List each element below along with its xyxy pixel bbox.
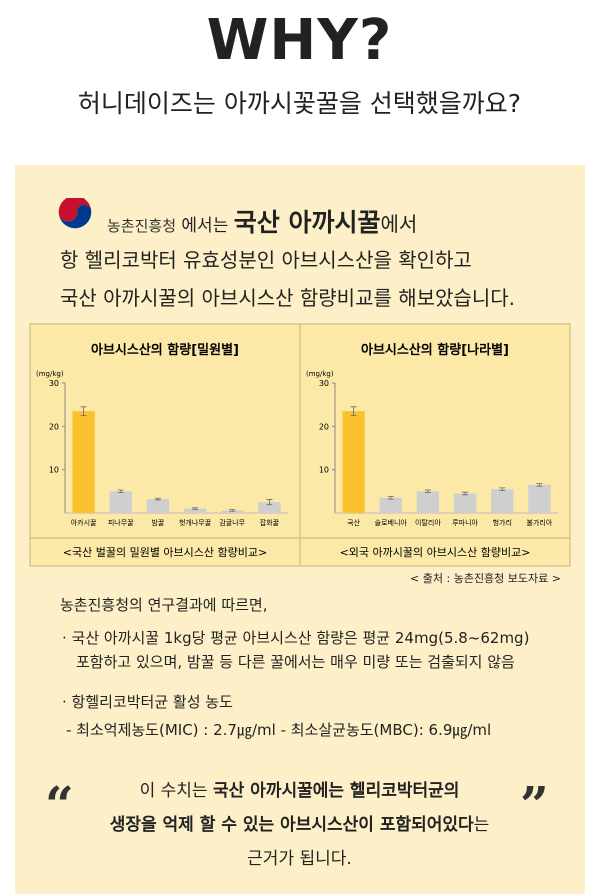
gov-logo <box>58 198 92 229</box>
y-tick-label: 10 <box>49 466 59 475</box>
text: · 항헬리코박터균 활성 농도 <box>62 693 233 711</box>
bold-text: 국산 아까시꿀 <box>233 208 381 237</box>
y-tick-label: 20 <box>319 422 329 431</box>
chart-title: 아브시스산의 함량[밀원별] <box>91 342 239 358</box>
x-tick-label: 헝가리 <box>493 518 512 527</box>
quote-line: 근거가 됩니다. <box>247 849 352 869</box>
source: < 출처 : 농촌진흥청 보도자료 > <box>410 572 561 585</box>
error-bar <box>192 507 199 510</box>
error-bar <box>499 487 506 491</box>
bar <box>146 499 170 513</box>
text: 에서 <box>380 212 418 236</box>
x-tick-label: 아카시꿀 <box>71 518 97 527</box>
bar <box>491 489 514 513</box>
text: · 국산 아까시꿀 1kg당 평균 아브시스산 함량은 평균 24mg(5.8~… <box>62 629 530 647</box>
x-tick-label: 밤꿀 <box>151 518 164 527</box>
text: 포함하고 있으며, 밤꿀 등 다른 꿀에서는 매우 미량 또는 검출되지 않음 <box>76 653 515 671</box>
error-bar <box>424 489 431 494</box>
intro-line: 농촌진흥청 에서는 국산 아까시꿀에서 <box>107 203 417 239</box>
bar <box>72 411 95 513</box>
x-tick-label: 슬로베니아 <box>375 518 408 527</box>
error-bar <box>229 509 236 512</box>
x-tick-label: 이탈리아 <box>415 518 441 527</box>
chart-caption: <국산 벌꿀의 밀원별 아브시스산 함량비교> <box>63 546 267 559</box>
body-text: 농촌진흥청의 연구결과에 따르면, <box>60 596 268 614</box>
x-tick-label: 헛개나무꿀 <box>179 518 212 527</box>
error-bar <box>266 499 273 506</box>
x-tick-label: 피나무꿀 <box>108 518 134 527</box>
quote-open: “ <box>45 775 74 834</box>
y-axis-label: (mg/kg) <box>306 370 334 378</box>
x-tick-label: 감귤나무 <box>219 518 245 527</box>
text: 에서는 <box>176 216 234 236</box>
quote-line: 이 수치는 국산 아까시꿀에는 헬리코박터균의 <box>0 774 599 808</box>
x-tick-label: 국산 <box>347 518 360 527</box>
y-axis-label: (mg/kg) <box>36 370 64 378</box>
quote: 이 수치는 국산 아까시꿀에는 헬리코박터균의 생장을 억제 할 수 있는 아브… <box>0 774 599 876</box>
bold-text: 생장을 억제 할 수 있는 아브시스산이 포함되어있다 <box>109 815 474 835</box>
intro-line: 국산 아까시꿀의 아브시스산 함량비교를 해보았습니다. <box>60 286 515 310</box>
quote-line: 생장을 억제 할 수 있는 아브시스산이 포함되어있다는 <box>0 808 599 842</box>
error-bar <box>387 496 394 500</box>
error-bar <box>117 489 124 494</box>
headline: WHY? <box>206 8 393 73</box>
bar <box>379 497 402 513</box>
error-bar <box>154 497 161 501</box>
bold-text: 국산 아까시꿀에는 헬리코박터균의 <box>212 781 460 801</box>
x-tick-label: 불가리아 <box>527 518 553 527</box>
text: 이 수치는 <box>139 781 213 801</box>
bar <box>453 493 477 513</box>
chart-caption: <외국 아까시꿀의 아브시스산 함량비교> <box>340 546 531 559</box>
x-tick-label: 루마니아 <box>452 518 478 527</box>
y-tick-label: 30 <box>49 379 59 388</box>
intro-line: 항 헬리코박터 유효성분인 아브시스산을 확인하고 <box>60 248 472 272</box>
chart-title: 아브시스산의 함량[나라별] <box>361 342 509 358</box>
bullet: · 항헬리코박터균 활성 농도 - 최소억제농도(MIC) : 2.7㎍/ml -… <box>62 688 491 744</box>
y-tick-label: 20 <box>49 422 59 431</box>
subheadline: 허니데이즈는 아까시꽃꿀을 선택했을까요? <box>77 89 522 118</box>
quote-close: ” <box>520 775 549 834</box>
bar <box>528 484 551 513</box>
y-tick-label: 30 <box>319 379 329 388</box>
agency: 농촌진흥청 <box>107 217 177 235</box>
error-bar <box>350 406 357 416</box>
text: 는 <box>473 815 490 835</box>
x-tick-label: 잡화꿀 <box>260 518 280 527</box>
error-bar <box>536 483 543 487</box>
text: - 최소억제농도(MIC) : 2.7㎍/ml - 최소살균농도(MBC): 6… <box>66 721 492 739</box>
bullet: · 국산 아까시꿀 1kg당 평균 아브시스산 함량은 평균 24mg(5.8~… <box>62 626 529 674</box>
bar <box>109 491 132 513</box>
bar <box>342 411 365 513</box>
y-tick-label: 10 <box>319 466 329 475</box>
bar <box>221 510 244 513</box>
bar <box>258 502 281 513</box>
error-bar <box>462 491 469 496</box>
error-bar <box>80 406 87 416</box>
bar <box>416 491 440 513</box>
bar <box>183 508 207 513</box>
